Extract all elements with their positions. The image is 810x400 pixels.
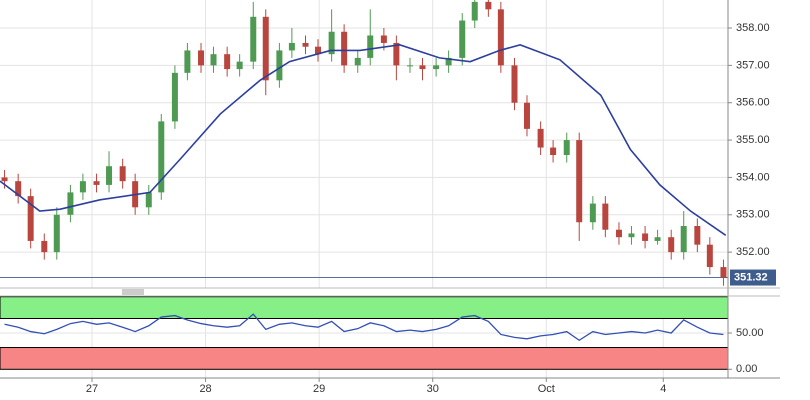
y-tick-label: 357.00	[736, 59, 770, 71]
band-layer	[0, 296, 728, 370]
candle-body	[27, 196, 34, 241]
candle-body	[288, 42, 295, 51]
candle-body	[198, 50, 205, 66]
candle-body	[354, 57, 361, 66]
candle-body	[642, 233, 649, 241]
candle-body	[720, 267, 727, 278]
band	[0, 347, 728, 370]
y-tick-label: 0.00	[736, 363, 757, 375]
x-tick-label: 4	[660, 383, 666, 395]
candle-body	[315, 46, 322, 55]
candle-body	[694, 225, 701, 245]
candle-body	[576, 140, 583, 223]
last-price-label: 351.32	[734, 271, 768, 283]
candle-body	[302, 42, 309, 47]
labels: 352.00 353.00 354.00 355.00 356.00 357.00 358.…	[86, 22, 776, 395]
candle-body	[485, 1, 492, 10]
band	[0, 296, 728, 319]
candle-body	[433, 65, 440, 70]
x-tick-label: 29	[313, 383, 325, 395]
x-tick-label: Oct	[538, 383, 555, 395]
candle-body	[615, 229, 622, 238]
candle-body	[706, 244, 713, 268]
candle-body	[93, 181, 100, 185]
axes	[0, 0, 780, 379]
candle-body	[589, 203, 596, 223]
candle-body	[668, 237, 675, 253]
candle-body	[250, 16, 257, 62]
candle-body	[393, 42, 400, 66]
candle-body	[419, 65, 426, 70]
candle-body	[236, 61, 243, 70]
candle-body	[602, 203, 609, 230]
candle-body	[41, 240, 48, 253]
candle-body	[523, 102, 530, 129]
candle-body	[680, 225, 687, 253]
candle-body	[224, 54, 231, 70]
candle-body	[79, 181, 86, 193]
y-tick-label: 355.00	[736, 134, 770, 146]
candle-body	[1, 177, 8, 182]
y-tick-label: 354.00	[736, 171, 770, 183]
resize-handle[interactable]	[122, 289, 144, 295]
x-tick-label: 28	[199, 383, 211, 395]
y-tick-label: 356.00	[736, 97, 770, 109]
candle-body	[380, 35, 387, 43]
candle-body	[184, 50, 191, 73]
candle-body	[276, 50, 283, 81]
candle-body	[550, 147, 557, 156]
candle-body	[158, 121, 165, 193]
candle-body	[341, 31, 348, 66]
y-tick-label: 358.00	[736, 22, 770, 34]
candle-body	[563, 140, 570, 156]
candle-body	[145, 192, 152, 208]
candle-body	[445, 57, 452, 66]
x-tick-label: 30	[427, 383, 439, 395]
candle-body	[53, 214, 60, 253]
moving-average	[0, 43, 727, 236]
candle-body	[537, 128, 544, 148]
candle-body	[459, 20, 466, 58]
candle-body	[471, 1, 478, 21]
candle-body	[511, 65, 518, 103]
candle-body	[654, 237, 661, 241]
candle-body	[497, 9, 504, 66]
y-tick-label: 352.00	[736, 246, 770, 258]
candle-body	[210, 54, 217, 66]
candle-body	[262, 16, 269, 81]
candle-body	[67, 192, 74, 215]
candle-body	[367, 35, 374, 58]
candle-body	[406, 65, 413, 67]
candle-body	[119, 166, 126, 182]
y-tick-label: 353.00	[736, 209, 770, 221]
candle-body	[328, 31, 335, 55]
candle-body	[171, 72, 178, 122]
price-plot	[0, 0, 727, 286]
y-tick-label: 50.00	[736, 327, 764, 339]
candle-body	[628, 233, 635, 238]
candle-body	[106, 166, 113, 185]
oscillator-line	[4, 313, 724, 342]
candle-body	[15, 181, 22, 197]
oscillator-plot	[4, 313, 724, 342]
last-price-box	[730, 269, 776, 286]
x-tick-label: 27	[86, 383, 98, 395]
